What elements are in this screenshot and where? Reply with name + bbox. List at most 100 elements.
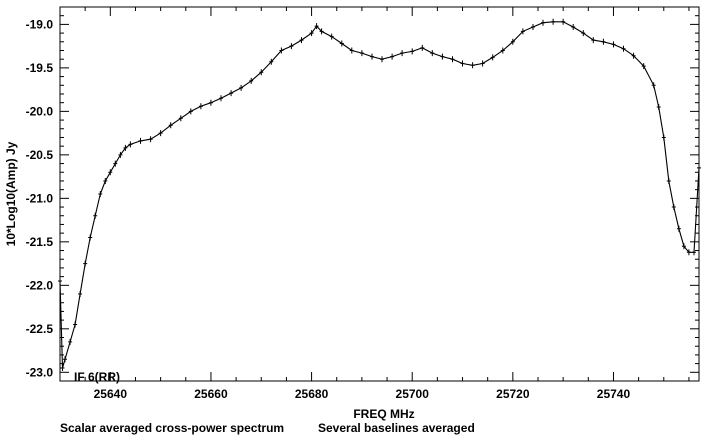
- data-point: [269, 58, 274, 65]
- data-point: [520, 28, 525, 35]
- data-point: [98, 191, 103, 197]
- data-point: [460, 60, 465, 67]
- data-point: [239, 84, 244, 91]
- y-tick-label: -20.5: [26, 148, 54, 162]
- data-point: [631, 52, 636, 59]
- data-point: [400, 50, 405, 57]
- data-point: [676, 225, 681, 232]
- data-point: [671, 204, 676, 210]
- data-point: [551, 18, 556, 25]
- data-point: [651, 82, 656, 89]
- data-point: [601, 38, 606, 45]
- data-point: [178, 115, 183, 122]
- if-annotation: IF 6(RR): [74, 370, 120, 384]
- data-point: [63, 356, 67, 363]
- y-tick-label: -19.5: [26, 61, 54, 75]
- data-point: [349, 47, 354, 54]
- data-point: [138, 137, 143, 144]
- data-point: [420, 44, 425, 51]
- y-tick-label: -21.5: [26, 235, 54, 249]
- data-point: [510, 38, 515, 45]
- y-axis-label: 10*Log10(Amp) Jy: [4, 141, 18, 246]
- data-point: [692, 249, 696, 256]
- data-point: [440, 53, 445, 60]
- data-point: [73, 321, 78, 328]
- data-point: [188, 108, 193, 115]
- data-point: [470, 62, 475, 69]
- axis-ticks: [60, 6, 699, 381]
- data-point: [581, 30, 586, 37]
- data-point: [299, 37, 304, 44]
- series-line: [59, 21, 700, 369]
- data-point: [571, 24, 576, 30]
- data-point: [198, 103, 203, 110]
- y-tick-label: -22.0: [26, 278, 54, 292]
- data-point: [319, 28, 324, 35]
- data-point: [621, 45, 626, 52]
- x-axis-label: FREQ MHz: [353, 407, 414, 421]
- footer-scalar-averaged: Scalar averaged cross-power spectrum: [60, 421, 284, 435]
- data-point: [314, 23, 319, 30]
- data-point: [591, 37, 596, 44]
- y-tick-label: -23.0: [26, 365, 54, 379]
- data-point: [666, 178, 671, 184]
- data-point: [78, 291, 83, 297]
- data-point: [410, 48, 415, 55]
- data-point: [103, 178, 108, 184]
- data-point: [279, 47, 284, 54]
- data-point: [229, 90, 234, 97]
- y-tick-label: -20.0: [26, 104, 54, 118]
- data-point: [500, 47, 505, 54]
- plot-frame: [59, 6, 700, 382]
- x-tick-label: 25720: [496, 387, 530, 401]
- series-layer: [58, 18, 701, 371]
- y-tick-labels: -19.0 -19.5 -20.0 -20.5 -21.0 -21.5 -22.0 -22.5…: [26, 17, 54, 379]
- data-point: [329, 33, 334, 40]
- data-point: [93, 212, 98, 219]
- data-point: [83, 260, 88, 267]
- data-point: [158, 130, 163, 137]
- data-point: [681, 243, 686, 250]
- data-point: [661, 134, 666, 141]
- data-point: [88, 234, 93, 241]
- data-point: [259, 69, 264, 76]
- data-point: [118, 151, 123, 158]
- data-point: [561, 18, 566, 25]
- data-point: [390, 53, 395, 60]
- x-tick-label: 25740: [597, 387, 631, 401]
- data-point: [656, 104, 661, 110]
- data-point: [641, 63, 646, 70]
- data-point: [309, 30, 314, 37]
- data-point: [60, 365, 65, 371]
- x-tick-labels: 25640 25660 25680 25700 25720 25740: [94, 387, 631, 401]
- data-point: [58, 278, 62, 284]
- data-point: [339, 40, 344, 47]
- data-point: [68, 338, 73, 345]
- data-point: [249, 77, 254, 84]
- data-point: [128, 141, 133, 148]
- x-tick-label: 25660: [194, 387, 228, 401]
- data-point: [359, 50, 364, 57]
- data-point: [219, 95, 223, 102]
- data-point: [108, 169, 113, 176]
- y-tick-label: -19.0: [26, 17, 54, 31]
- data-point: [168, 122, 173, 129]
- data-point: [450, 56, 455, 63]
- data-point: [380, 56, 384, 63]
- data-point: [480, 60, 485, 67]
- data-point: [541, 19, 545, 26]
- data-point: [208, 99, 213, 106]
- footer-baselines-averaged: Several baselines averaged: [318, 421, 475, 435]
- data-point: [123, 144, 128, 151]
- data-point: [611, 41, 616, 48]
- data-point: [113, 160, 118, 167]
- y-tick-label: -22.5: [26, 322, 54, 336]
- data-point: [686, 249, 691, 256]
- data-point: [148, 136, 153, 143]
- data-point: [531, 24, 535, 30]
- x-tick-label: 25680: [295, 387, 329, 401]
- y-tick-label: -21.0: [26, 191, 54, 205]
- data-point: [430, 50, 435, 57]
- data-point: [490, 54, 495, 61]
